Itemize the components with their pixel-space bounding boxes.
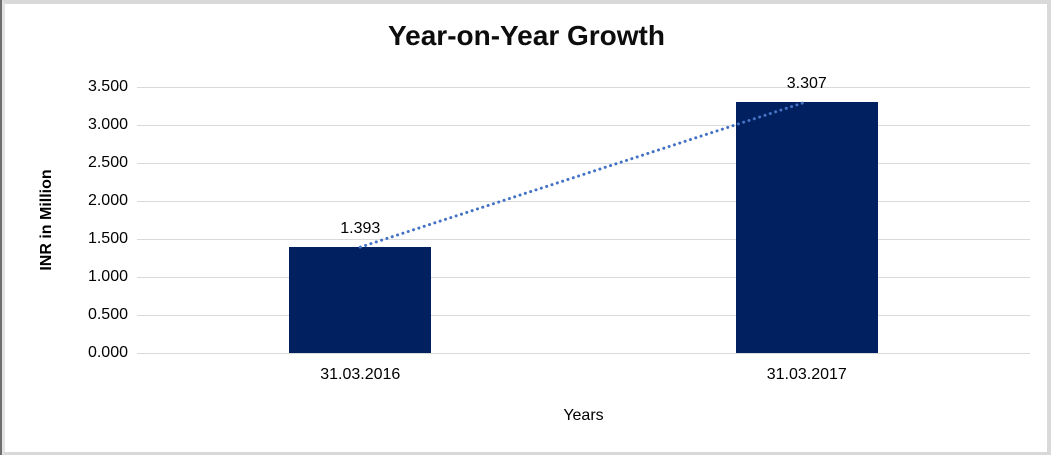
bar-value-label: 3.307 [786,75,827,92]
gridline [137,276,1030,278]
gridline [137,162,1030,164]
gridline [137,314,1030,316]
y-tick-label: 3.000 [87,116,128,133]
gridline [137,86,1030,88]
y-tick-label: 1.000 [87,268,128,285]
x-axis-labels: 31.03.2016 31.03.2017 [137,366,1030,388]
trendline [358,100,809,249]
gridline [137,200,1030,202]
y-tick-label: 3.500 [87,78,128,95]
y-tick-label: 1.500 [87,230,128,247]
y-axis-labels: 0.000 0.500 1.000 1.500 2.000 2.500 3.000 3.500 [2,78,128,361]
gridline [137,124,1030,126]
gridline [137,238,1030,240]
x-axis-category-label: 31.03.2016 [320,366,401,383]
x-axis-category-label: 31.03.2017 [766,366,847,383]
gridline [137,352,1030,354]
chart-title: Year-on-Year Growth [388,20,665,51]
y-tick-label: 0.500 [87,306,128,323]
bar-31.03.2016 [289,247,432,353]
y-tick-label: 2.500 [87,154,128,171]
y-tick-label: 0.000 [87,344,128,361]
bar-31.03.2017 [735,102,878,353]
bar-value-label: 1.393 [340,220,381,237]
plot-area: 1.393 3.307 [137,75,1030,354]
y-tick-label: 2.000 [87,192,128,209]
x-axis-title: Years [563,407,604,424]
